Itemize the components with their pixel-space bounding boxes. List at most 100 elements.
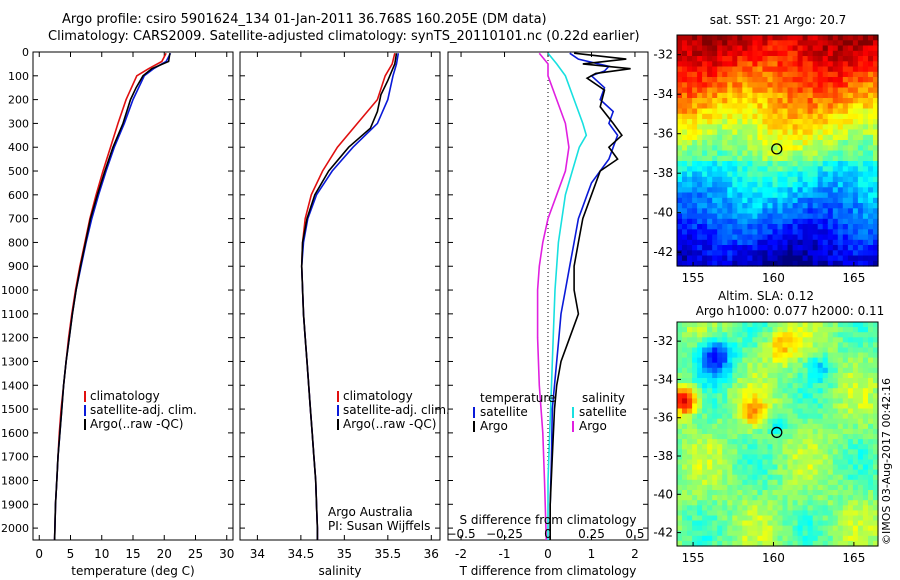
map-sst-cell [777, 213, 784, 220]
map-sla-cell [762, 342, 768, 349]
map-sst-cell [842, 203, 849, 209]
map-sst-cell [837, 71, 844, 78]
map-sst-cell [837, 239, 844, 246]
map-sla-cell [837, 347, 844, 354]
map-sla-cell [817, 505, 824, 511]
map-sla-cell [862, 479, 869, 486]
map-sst-cell [732, 45, 738, 52]
map-sst-cell [873, 45, 879, 52]
map-sla-cell [687, 490, 693, 496]
map-sst-cell [873, 197, 879, 204]
map-sst-cell [722, 197, 728, 204]
map-sst-cell [677, 255, 683, 262]
map-sla-cell [732, 362, 738, 369]
map-sla-cell [727, 464, 733, 471]
map-sst-cell [807, 182, 814, 188]
map-sst-cell [747, 45, 753, 52]
map-sla-cell [792, 439, 799, 445]
map-sst-cell [852, 213, 859, 220]
map-sla-cell [732, 520, 738, 527]
map-sst-cell [737, 61, 743, 68]
map-sst-cell [857, 71, 864, 78]
map-sla-cell [862, 515, 869, 522]
map-sst-cell [782, 103, 789, 110]
map-sla-cell [827, 515, 834, 522]
map-sla-cell [868, 484, 874, 491]
map-sla-xtick-label: 155 [682, 551, 705, 565]
map-sst-cell [837, 171, 844, 178]
map-sla-cell [742, 530, 748, 537]
map-sla-cell [822, 505, 829, 511]
map-sla-cell [717, 505, 723, 511]
map-sst-cell [702, 208, 708, 215]
map-sst-cell [692, 87, 698, 94]
map-sla-cell [822, 383, 829, 389]
map-sst-cell [682, 108, 688, 115]
map-sla-cell [717, 423, 723, 430]
map-sla-cell [857, 439, 864, 445]
map-sst-cell [842, 145, 849, 152]
map-sst-cell [827, 171, 834, 178]
map-sst-cell [827, 134, 834, 141]
map-sla-cell [852, 398, 859, 405]
map-sla-cell [862, 530, 869, 537]
map-sst-cell [862, 239, 869, 246]
map-sla-cell [873, 352, 879, 359]
map-sst-cell [717, 40, 723, 47]
map-sst-cell [842, 197, 849, 204]
map-sla-cell [822, 352, 829, 359]
map-sla-cell [747, 357, 753, 364]
map-sla-cell [712, 423, 718, 430]
map-sst-cell [792, 56, 799, 62]
map-sla-cell [842, 388, 849, 394]
map-sst-cell [762, 145, 768, 152]
map-sla-cell [677, 490, 683, 496]
map-sla-cell [692, 342, 698, 349]
map-sst-cell [722, 171, 728, 178]
map-sla-cell [757, 342, 763, 349]
map-sla-cell [812, 337, 819, 343]
map-sst-cell [707, 203, 713, 209]
map-sst-cell [782, 50, 789, 57]
map-sla-cell [817, 479, 824, 486]
map-sla-cell [727, 413, 733, 420]
map-sst-cell [792, 187, 799, 194]
map-sst-cell [852, 155, 859, 162]
map-sst-cell [812, 108, 819, 115]
map-sst-cell [842, 108, 849, 115]
map-sst-cell [827, 45, 834, 52]
map-sst-cell [822, 61, 829, 68]
map-sla-cell [727, 434, 733, 440]
map-sst-cell [722, 260, 728, 267]
map-sla-cell [772, 347, 779, 354]
map-sst-cell [747, 103, 753, 110]
map-sla-cell [817, 357, 824, 364]
map-sst-cell [697, 245, 703, 251]
map-sla-cell [767, 362, 774, 369]
map-sst-cell [817, 77, 824, 83]
map-sst-cell [797, 113, 804, 120]
map-sst-cell [842, 50, 849, 57]
map-sla-cell [807, 474, 814, 481]
map-sla-cell [827, 535, 834, 542]
map-sla-cell [767, 383, 774, 389]
map-sla-cell [837, 490, 844, 496]
map-sst-cell [812, 119, 819, 125]
map-sst-cell [802, 145, 809, 152]
map-sst-cell [847, 108, 854, 115]
map-sla-cell [737, 327, 743, 333]
map-sla-cell [772, 388, 779, 394]
map-sla-cell [697, 464, 703, 471]
map-sla-cell [722, 515, 728, 522]
map-sla-cell [747, 362, 753, 369]
map-sla-cell [722, 388, 728, 394]
map-sst-cell [852, 218, 859, 225]
map-sla-cell [847, 367, 854, 374]
map-sla-cell [842, 510, 849, 517]
map-sla-cell [812, 327, 819, 333]
map-sst-cell [807, 250, 814, 257]
map-sla-cell [797, 418, 804, 425]
map-sst-cell [827, 66, 834, 73]
map-sst-cell [797, 161, 804, 167]
map-sla-cell [837, 530, 844, 537]
